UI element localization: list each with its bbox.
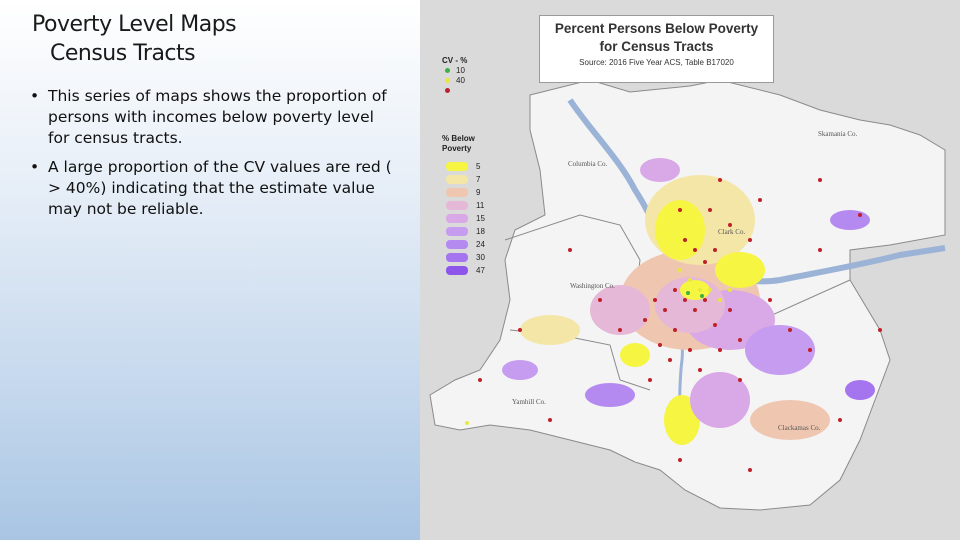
text-panel: Poverty Level Maps Census Tracts • This … bbox=[0, 0, 420, 540]
tract-fills bbox=[502, 158, 875, 445]
poverty-legend-item: 30 bbox=[442, 251, 485, 264]
cv-legend-dot bbox=[445, 78, 450, 83]
cv-legend-item bbox=[442, 86, 485, 96]
poverty-legend-label: 5 bbox=[476, 162, 481, 171]
place-label-washington: Washington Co. bbox=[570, 282, 615, 290]
place-label-clark: Clark Co. bbox=[718, 228, 746, 236]
slide-title-line1: Poverty Level Maps bbox=[32, 12, 237, 37]
poverty-legend-item: 5 bbox=[442, 160, 485, 173]
slide-title: Poverty Level Maps Census Tracts bbox=[32, 10, 237, 68]
cv-legend-dot bbox=[445, 68, 450, 73]
poverty-legend-label: 24 bbox=[476, 240, 485, 249]
poverty-legend-label: 47 bbox=[476, 266, 485, 275]
cv-dots bbox=[465, 178, 882, 472]
poverty-legend-item: 15 bbox=[442, 212, 485, 225]
cv-legend-item: 10 bbox=[442, 66, 485, 76]
cv-legend-title: CV - % bbox=[442, 56, 468, 65]
poverty-legend-item: 9 bbox=[442, 186, 485, 199]
cv-legend-label: 40 bbox=[456, 76, 465, 85]
poverty-legend-swatch bbox=[446, 188, 468, 197]
cv-legend-item: 40 bbox=[442, 76, 485, 86]
cv-legend-label: 10 bbox=[456, 66, 465, 75]
poverty-legend-label: 7 bbox=[476, 175, 481, 184]
slide-title-line2: Census Tracts bbox=[50, 41, 196, 66]
map-title-box: Percent Persons Below Poverty for Census… bbox=[539, 15, 774, 83]
cv-legend-items: 10 40 bbox=[442, 66, 485, 96]
bullet-item: • A large proportion of the CV values ar… bbox=[30, 157, 400, 220]
poverty-legend-label: 15 bbox=[476, 214, 485, 223]
poverty-legend-swatch bbox=[446, 253, 468, 262]
bullet-list: • This series of maps shows the proporti… bbox=[30, 86, 400, 228]
place-label-yamhill: Yamhill Co. bbox=[512, 398, 546, 406]
poverty-legend-swatch bbox=[446, 201, 468, 210]
poverty-legend-item: 11 bbox=[442, 199, 485, 212]
poverty-legend-swatch bbox=[446, 162, 468, 171]
poverty-legend-swatch bbox=[446, 240, 468, 249]
bullet-item: • This series of maps shows the proporti… bbox=[30, 86, 400, 149]
poverty-legend-swatch bbox=[446, 266, 468, 275]
poverty-legend-items: 5 7 9 11 15 18 24 30 47 bbox=[442, 160, 485, 277]
map-title-line2: for Census Tracts bbox=[599, 39, 714, 54]
poverty-legend-item: 24 bbox=[442, 238, 485, 251]
map-panel: Percent Persons Below Poverty for Census… bbox=[420, 0, 960, 540]
poverty-legend-label: 30 bbox=[476, 253, 485, 262]
map-legend: CV - % 10 40 % Below Poverty 5 7 9 11 15 18 24 3… bbox=[442, 56, 485, 277]
poverty-legend-item: 18 bbox=[442, 225, 485, 238]
place-label-clackamas: Clackamas Co. bbox=[778, 424, 821, 432]
poverty-legend-label: 18 bbox=[476, 227, 485, 236]
cv-legend-dot bbox=[445, 88, 450, 93]
poverty-legend-swatch bbox=[446, 214, 468, 223]
map-canvas bbox=[429, 79, 946, 511]
map-source: Source: 2016 Five Year ACS, Table B17020 bbox=[579, 58, 734, 67]
bullet-glyph: • bbox=[30, 158, 40, 176]
place-label-skamania: Skamania Co. bbox=[818, 130, 858, 138]
bullet-text: This series of maps shows the proportion… bbox=[48, 87, 387, 147]
poverty-legend-item: 7 bbox=[442, 173, 485, 186]
poverty-legend-title-line1: % Below bbox=[442, 134, 475, 143]
poverty-legend-swatch bbox=[446, 227, 468, 236]
poverty-legend-item: 47 bbox=[442, 264, 485, 277]
bullet-text: A large proportion of the CV values are … bbox=[48, 158, 392, 218]
place-label-columbia: Columbia Co. bbox=[568, 160, 608, 168]
bullet-glyph: • bbox=[30, 87, 40, 105]
poverty-legend-swatch bbox=[446, 175, 468, 184]
poverty-legend-label: 9 bbox=[476, 188, 481, 197]
poverty-legend-title-line2: Poverty bbox=[442, 144, 472, 153]
poverty-legend-label: 11 bbox=[476, 201, 485, 210]
map-title-line1: Percent Persons Below Poverty bbox=[554, 21, 759, 36]
